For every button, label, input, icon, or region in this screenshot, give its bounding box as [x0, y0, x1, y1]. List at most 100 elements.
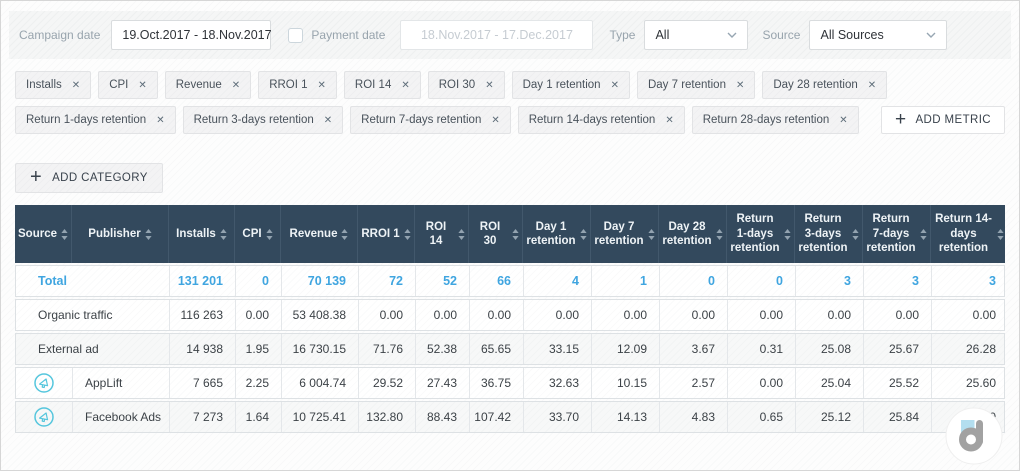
value-cell-day-1-retention: 33.15	[524, 334, 592, 364]
column-header-return-7-days-retention[interactable]: Return 7-days retention	[863, 205, 931, 263]
remove-metric-icon[interactable]: ✕	[401, 79, 410, 91]
metric-chip-label: Return 14-days retention	[528, 114, 656, 126]
sort-icon[interactable]	[648, 228, 655, 240]
column-header-cpi[interactable]: CPI	[235, 205, 281, 263]
metric-chip-revenue[interactable]: Revenue ✕	[164, 71, 252, 99]
value-cell-roi-30: 107.42	[470, 402, 524, 432]
campaign-date-input[interactable]: 19.Oct.2017 - 18.Nov.2017	[111, 20, 272, 50]
column-header-roi-30[interactable]: ROI 30	[469, 205, 523, 263]
publisher-name-cell: AppLift	[73, 368, 170, 398]
metric-chip-day-7-retention[interactable]: Day 7 retention ✕	[636, 71, 756, 99]
metric-chip-day-28-retention[interactable]: Day 28 retention ✕	[762, 71, 888, 99]
metric-chip-rroi-1[interactable]: RROI 1 ✕	[258, 71, 337, 99]
metric-chip-label: Return 1-days retention	[26, 114, 147, 126]
remove-metric-icon[interactable]: ✕	[610, 79, 619, 91]
remove-metric-icon[interactable]: ✕	[735, 79, 745, 91]
column-header-source[interactable]: Source	[15, 205, 72, 263]
metric-chip-return-1-days-retention[interactable]: Return 1-days retention ✕	[15, 106, 176, 134]
remove-metric-icon[interactable]: ✕	[138, 79, 147, 91]
sort-icon[interactable]	[852, 228, 859, 240]
metric-chip-return-28-days-retention[interactable]: Return 28-days retention ✕	[691, 106, 859, 134]
value-cell-day-1-retention: 4	[524, 266, 592, 296]
remove-metric-icon[interactable]: ✕	[839, 114, 848, 126]
metric-chip-day-1-retention[interactable]: Day 1 retention ✕	[511, 71, 630, 99]
report-main: Installs ✕ CPI ✕ Revenue ✕ RROI 1 ✕ ROI 14 ✕ ROI 3…	[1, 71, 1019, 433]
column-header-label: RROI 1	[361, 227, 400, 240]
sort-icon[interactable]	[265, 228, 273, 240]
value-cell-revenue: 6 004.74	[282, 368, 359, 398]
value-cell-return-7-days-retention: 0.00	[864, 300, 932, 330]
column-header-day-7-retention[interactable]: Day 7 retention	[591, 205, 659, 263]
metric-chip-label: Return 7-days retention	[361, 114, 482, 126]
value-cell-day-7-retention: 1	[592, 266, 660, 296]
sort-icon[interactable]	[220, 228, 227, 240]
table-header-row: Source Publisher Installs CPI Revenue RROI 1 R…	[15, 205, 1005, 263]
value-cell-day-1-retention: 32.63	[524, 368, 592, 398]
metric-chip-return-14-days-retention[interactable]: Return 14-days retention ✕	[517, 106, 685, 134]
column-header-day-1-retention[interactable]: Day 1 retention	[523, 205, 591, 263]
column-header-publisher[interactable]: Publisher	[72, 205, 169, 263]
remove-metric-icon[interactable]: ✕	[156, 114, 165, 126]
remove-metric-icon[interactable]: ✕	[867, 79, 877, 91]
value-cell-day-7-retention: 0.00	[592, 300, 660, 330]
type-select[interactable]: All	[644, 20, 749, 50]
payment-date-label: Payment date	[311, 28, 386, 42]
remove-metric-icon[interactable]: ✕	[485, 79, 494, 91]
sort-icon[interactable]	[145, 228, 152, 240]
metric-chip-roi-30[interactable]: ROI 30 ✕	[427, 71, 505, 99]
remove-metric-icon[interactable]: ✕	[71, 79, 81, 91]
remove-metric-icon[interactable]: ✕	[665, 114, 674, 126]
value-cell-day-28-retention: 0	[660, 266, 728, 296]
sort-icon[interactable]	[997, 228, 1004, 240]
remove-metric-icon[interactable]: ✕	[317, 79, 326, 91]
payment-date-input: 18.Nov.2017 - 17.Dec.2017	[400, 20, 594, 50]
metric-chip-return-3-days-retention[interactable]: Return 3-days retention ✕	[182, 106, 344, 134]
column-header-return-14-days-retention[interactable]: Return 14-days retention	[931, 205, 1007, 263]
remove-metric-icon[interactable]: ✕	[491, 114, 500, 126]
column-header-roi-14[interactable]: ROI 14	[415, 205, 469, 263]
column-header-label: Source	[18, 227, 57, 240]
add-category-button[interactable]: + ADD CATEGORY	[15, 163, 163, 193]
payment-date-checkbox[interactable]	[288, 27, 304, 43]
column-header-revenue[interactable]: Revenue	[281, 205, 358, 263]
metric-chip-cpi[interactable]: CPI ✕	[98, 71, 158, 99]
sort-icon[interactable]	[512, 228, 519, 240]
sort-icon[interactable]	[341, 228, 349, 240]
chevron-down-icon	[926, 32, 936, 38]
column-header-return-3-days-retention[interactable]: Return 3-days retention	[795, 205, 863, 263]
value-cell-revenue: 53 408.38	[282, 300, 359, 330]
column-header-label: Revenue	[289, 227, 338, 240]
add-metric-button[interactable]: + ADD METRIC	[880, 106, 1005, 134]
column-header-day-28-retention[interactable]: Day 28 retention	[659, 205, 727, 263]
metric-chip-label: RROI 1	[269, 79, 308, 91]
value-cell-rroi-1: 72	[359, 266, 416, 296]
remove-metric-icon[interactable]: ✕	[323, 114, 333, 126]
value-cell-day-1-retention: 0.00	[524, 300, 592, 330]
metric-chip-return-7-days-retention[interactable]: Return 7-days retention ✕	[350, 106, 511, 134]
source-select[interactable]: All Sources	[809, 20, 948, 50]
value-cell-return-1-days-retention: 0	[728, 266, 796, 296]
remove-metric-icon[interactable]: ✕	[231, 79, 241, 91]
value-cell-return-3-days-retention: 25.12	[796, 402, 864, 432]
sort-icon[interactable]	[61, 228, 68, 240]
metric-chips-row2: Return 1-days retention ✕ Return 3-days re…	[15, 106, 1005, 134]
sort-icon[interactable]	[784, 228, 791, 240]
publisher-name-cell: Facebook Ads	[73, 402, 170, 432]
sort-icon[interactable]	[580, 228, 587, 240]
sort-icon[interactable]	[920, 228, 927, 240]
sort-icon[interactable]	[458, 228, 465, 240]
column-header-installs[interactable]: Installs	[169, 205, 235, 263]
sort-icon[interactable]	[404, 228, 411, 240]
megaphone-icon	[33, 406, 55, 428]
source-icon-cell	[16, 402, 73, 432]
sort-icon[interactable]	[716, 228, 723, 240]
metric-chip-installs[interactable]: Installs ✕	[15, 71, 92, 99]
value-cell-roi-14: 52.38	[416, 334, 470, 364]
column-header-return-1-days-retention[interactable]: Return 1-days retention	[727, 205, 795, 263]
devtodev-logo-icon	[945, 407, 1003, 465]
column-header-rroi-1[interactable]: RROI 1	[358, 205, 415, 263]
metric-chip-roi-14[interactable]: ROI 14 ✕	[343, 71, 421, 99]
source-label: Source	[762, 28, 801, 42]
value-cell-day-1-retention: 33.70	[524, 402, 592, 432]
